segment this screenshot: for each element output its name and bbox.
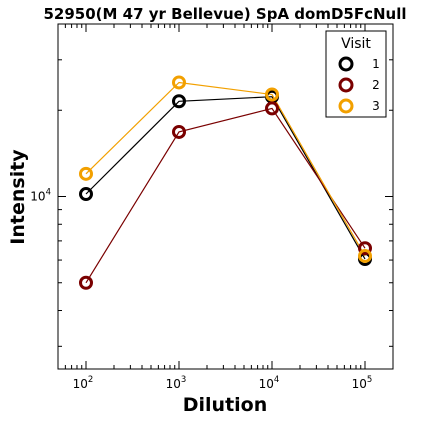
data-point-series-1 [171, 94, 186, 109]
legend-box [325, 30, 387, 118]
legend-marker-3 [338, 98, 354, 114]
data-point-series-2 [358, 241, 373, 256]
legend-label-1: 1 [372, 57, 380, 71]
x-axis-label: Dilution [183, 394, 268, 416]
series-line-2 [85, 107, 366, 284]
data-point-series-2 [171, 124, 186, 139]
x-tick-label: 105 [352, 375, 373, 391]
series-group [78, 75, 373, 290]
series-line-3 [85, 81, 366, 257]
tick-marks [57, 23, 394, 369]
chart-title: 52950(M 47 yr Bellevue) SpA domD5FcNull [43, 5, 406, 23]
x-tick-label: 104 [259, 375, 280, 391]
data-point-series-3 [265, 87, 280, 102]
legend-title: Visit [341, 36, 371, 52]
legend: Visit 1 2 3 [325, 30, 387, 118]
data-point-series-2 [265, 101, 280, 116]
data-point-series-3 [78, 166, 93, 181]
y-tick-label: 104 [30, 188, 51, 204]
data-point-series-3 [358, 248, 373, 263]
data-point-series-1 [78, 187, 93, 202]
legend-label-3: 3 [372, 99, 380, 113]
y-tick-labels: 104 [30, 188, 51, 204]
legend-marker-2 [338, 77, 354, 93]
legend-items: 1 2 3 [338, 56, 380, 114]
x-tick-label: 102 [73, 375, 94, 391]
data-point-series-2 [78, 275, 93, 290]
x-tick-label: 103 [166, 375, 187, 391]
data-point-series-3 [171, 75, 186, 90]
legend-label-2: 2 [372, 78, 380, 92]
legend-marker-1 [338, 56, 354, 72]
y-axis-label: Intensity [7, 149, 29, 245]
x-tick-labels: 102 103 104 105 [73, 375, 373, 391]
